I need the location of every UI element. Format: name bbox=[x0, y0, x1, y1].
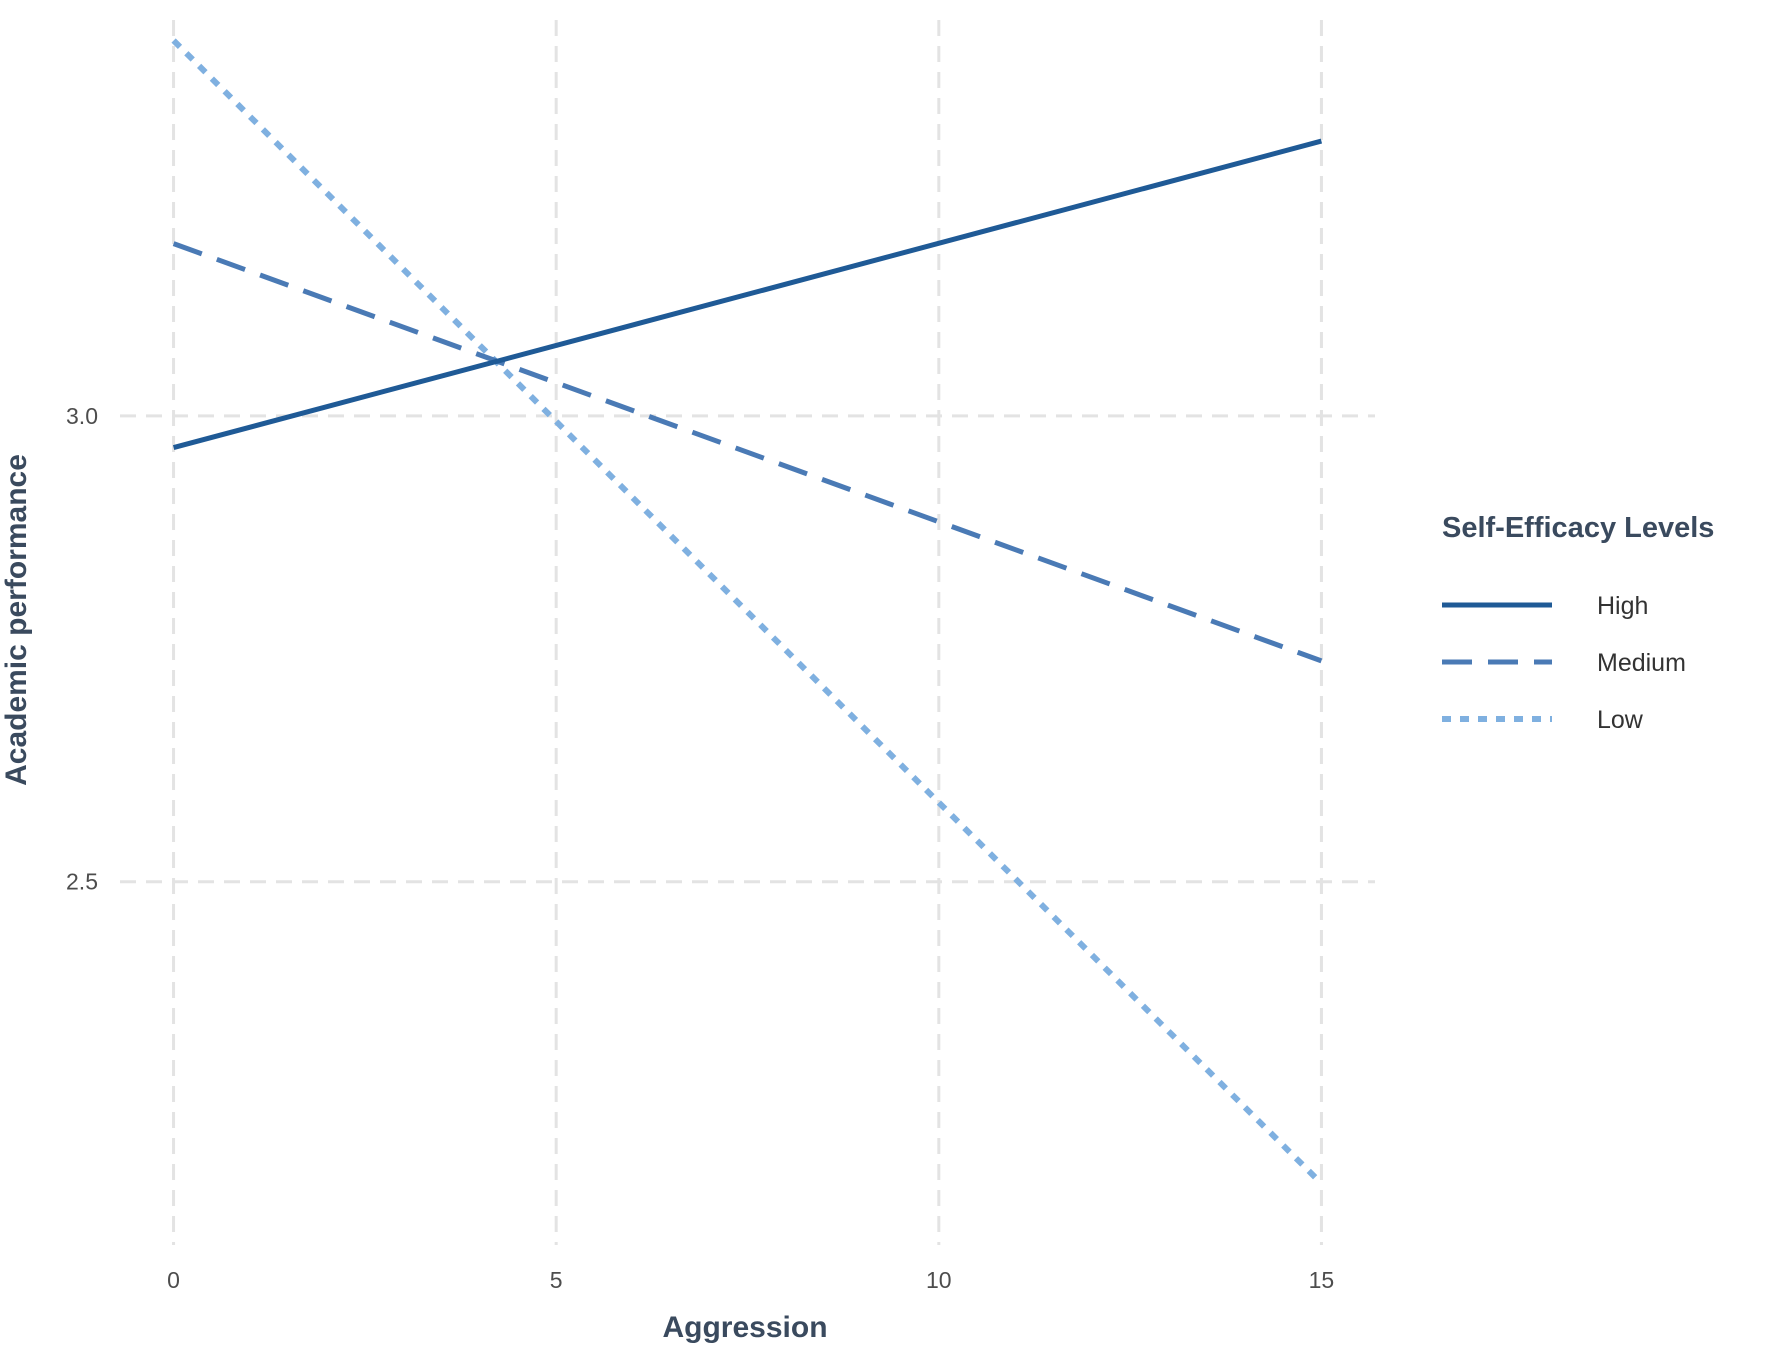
legend-items: High Medium Low bbox=[1442, 592, 1686, 734]
x-tick-label: 15 bbox=[1309, 1267, 1335, 1293]
series-line-medium bbox=[172, 241, 1323, 664]
y-tick-label: 3.0 bbox=[66, 403, 98, 429]
grid bbox=[120, 20, 1375, 1245]
legend-label-medium: Medium bbox=[1597, 649, 1686, 677]
series-line-low bbox=[171, 38, 1324, 1186]
x-axis-ticks: 0 5 10 15 bbox=[167, 1267, 1334, 1293]
legend-label-high: High bbox=[1597, 592, 1648, 620]
legend-label-low: Low bbox=[1597, 706, 1644, 734]
x-axis-title: Aggression bbox=[662, 1311, 827, 1344]
series-lines bbox=[171, 38, 1324, 1186]
legend: Self-Efficacy Levels High Medium Low bbox=[1442, 512, 1714, 734]
y-tick-label: 2.5 bbox=[66, 869, 98, 895]
x-tick-label: 10 bbox=[926, 1267, 952, 1293]
x-tick-label: 5 bbox=[550, 1267, 563, 1293]
x-tick-label: 0 bbox=[167, 1267, 180, 1293]
series-line-high bbox=[172, 138, 1323, 451]
legend-title: Self-Efficacy Levels bbox=[1442, 512, 1714, 544]
y-axis-ticks: 2.5 3.0 bbox=[66, 403, 98, 895]
y-axis-title: Academic performance bbox=[0, 454, 33, 786]
